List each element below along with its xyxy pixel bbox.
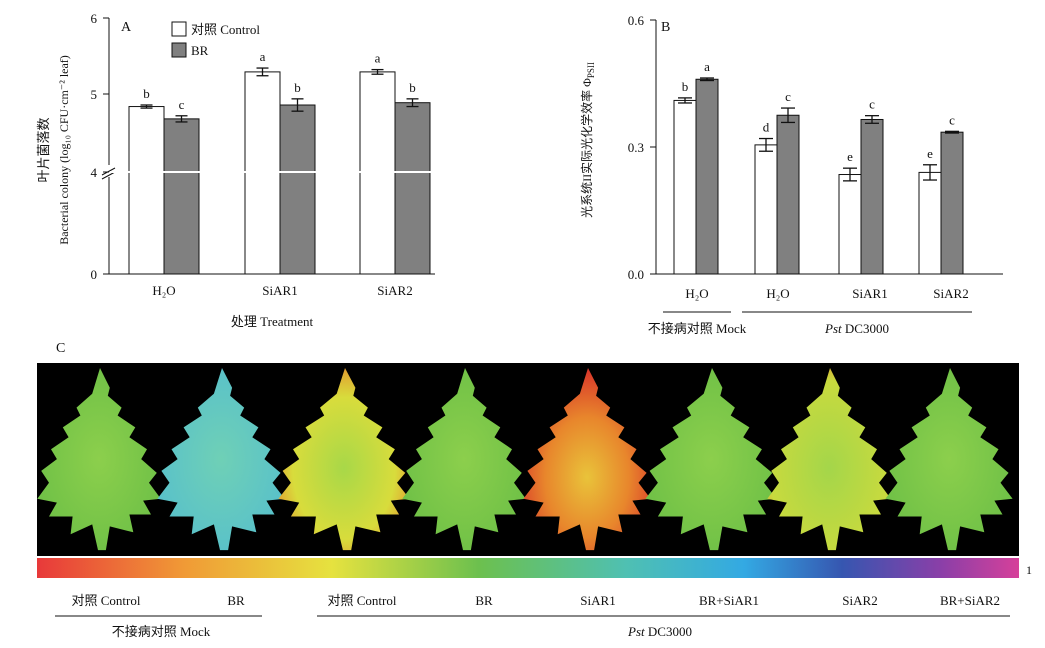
significance-letter: a (375, 51, 381, 66)
pst-strain: DC3000 (845, 321, 889, 336)
significance-letter: a (260, 49, 266, 64)
tick-label: 0.6 (628, 13, 645, 28)
bar (695, 78, 719, 275)
category-label: H₂O (685, 286, 708, 301)
pst-italic-c: Pst (627, 624, 645, 639)
category-label: H₂O (766, 286, 789, 301)
significance-letter: c (949, 112, 955, 127)
panel-c: C 1 对照 Control BR 对照 Control BR SiAR1 BR+SiAR… (37, 341, 1032, 639)
panel-c-letter: C (56, 341, 65, 356)
leaf-image (157, 368, 285, 551)
y-ticks-b: 0.6 0.3 0.0 (628, 13, 656, 282)
category-label: SiAR1 (852, 286, 887, 301)
bar (128, 106, 165, 275)
panel-a: A 对照 Control BR 6 5 4 0 叶片菌落数 Bacterial … (36, 11, 435, 329)
bar (940, 131, 964, 275)
leaf-image (645, 368, 777, 551)
bar (918, 171, 942, 275)
bars-b: b d e e a c c c (673, 59, 964, 275)
leaf-labels: 对照 Control BR 对照 Control BR SiAR1 BR+SiAR1 SiA… (72, 593, 1001, 608)
category-label: SiAR2 (933, 286, 968, 301)
leaf-image (278, 368, 410, 551)
tick-label: 0.0 (628, 267, 644, 282)
leaf-label: 对照 Control (72, 593, 141, 608)
bar (776, 114, 800, 275)
group-label-mock-b: 不接病对照 Mock (648, 321, 747, 336)
legend-label-control: 对照 Control (191, 22, 260, 37)
legend-label-br: BR (191, 43, 209, 58)
bars-a: b a a c b b (110, 49, 435, 275)
axis-break-mark-a2 (101, 171, 116, 180)
significance-letter: c (869, 97, 875, 112)
category-label: SiAR1 (262, 283, 297, 298)
tick-label: 0 (91, 267, 98, 282)
color-scale-max-label: 1 (1026, 563, 1032, 577)
leaf-label: 对照 Control (328, 593, 397, 608)
group-label-pst-b: Pst DC3000 (824, 321, 889, 336)
leaf-label: SiAR2 (842, 593, 877, 608)
leaf-image (767, 368, 891, 551)
color-scale-bar (37, 558, 1019, 578)
leaf-image (402, 368, 526, 551)
group-label-mock-c: 不接病对照 Mock (112, 624, 211, 639)
significance-letter: a (704, 59, 710, 74)
pst-strain-c: DC3000 (648, 624, 692, 639)
group-label-pst-c: Pst DC3000 (627, 624, 692, 639)
bar (860, 118, 884, 275)
significance-letter: b (682, 79, 689, 94)
leaf-image (37, 368, 161, 551)
leaf-images (37, 368, 1013, 551)
tick-label: 0.3 (628, 140, 644, 155)
leaf-image (885, 368, 1013, 551)
y-ticks-a: 6 5 4 0 (91, 11, 109, 282)
significance-letter: b (409, 80, 416, 95)
significance-letter: e (927, 146, 933, 161)
bar (754, 144, 778, 275)
bar (163, 118, 200, 275)
significance-letter: b (294, 80, 301, 95)
tick-label: 5 (91, 87, 98, 102)
leaf-label: BR+SiAR2 (940, 593, 1000, 608)
leaf-label: BR (227, 593, 245, 608)
significance-letter: b (143, 86, 150, 101)
x-axis-label-a: 处理 Treatment (231, 314, 314, 329)
tick-label: 6 (91, 11, 98, 26)
leaf-image (523, 368, 651, 551)
category-label: H₂O (152, 283, 175, 298)
bar (673, 99, 697, 275)
legend-swatch-br (171, 42, 187, 58)
legend-swatch-control (171, 21, 187, 37)
significance-letter: c (785, 89, 791, 104)
category-label: SiAR2 (377, 283, 412, 298)
tick-label: 4 (91, 165, 98, 180)
panel-b: B 0.6 0.3 0.0 光系统II实际光化学效率 ΦPSII b d e e a c c… (579, 13, 1003, 336)
significance-letter: d (763, 120, 770, 135)
significance-letter: c (179, 97, 185, 112)
bar (394, 102, 431, 275)
bar (838, 174, 862, 275)
pst-italic: Pst (824, 321, 842, 336)
significance-letter: e (847, 149, 853, 164)
leaf-label: BR+SiAR1 (699, 593, 759, 608)
bar (279, 104, 316, 275)
panel-b-letter: B (661, 20, 670, 35)
y-axis-label-a: Bacterial colony (log₁₀ CFU·cm⁻² leaf) (57, 55, 71, 245)
leaf-label: BR (475, 593, 493, 608)
y-axis-label-cn-a: 叶片菌落数 (36, 117, 51, 182)
y-axis-label-b-text: 光系统II实际光化学效率 Φ (579, 78, 594, 218)
panel-a-letter: A (121, 20, 132, 35)
y-axis-label-b-sub: PSII (586, 62, 596, 78)
y-axis-label-b: 光系统II实际光化学效率 ΦPSII (579, 62, 596, 218)
leaf-label: SiAR1 (580, 593, 615, 608)
